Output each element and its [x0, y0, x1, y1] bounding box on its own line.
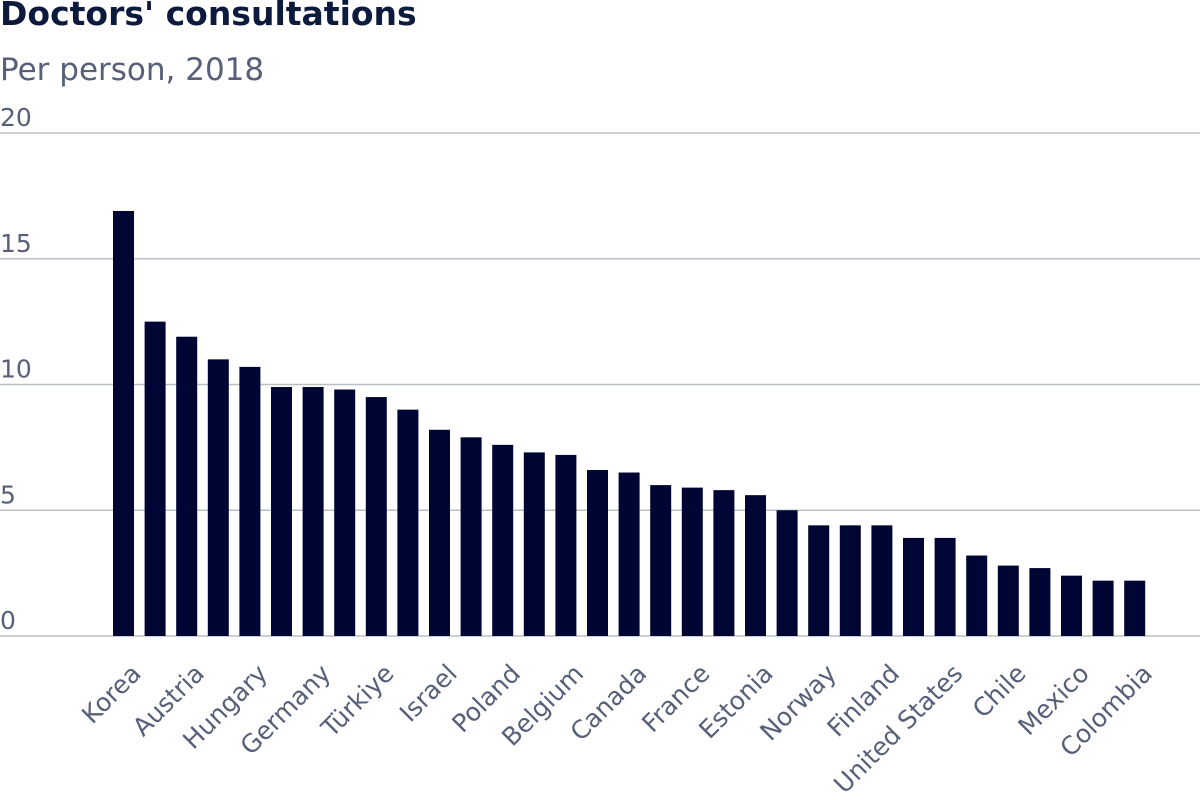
bar: [618, 472, 640, 636]
bar: [681, 487, 703, 636]
bar: [1061, 575, 1082, 636]
bar: [1124, 580, 1146, 636]
bar: [429, 429, 450, 636]
x-axis-labels: KoreaAustriaHungaryGermanyTürkiyeIsraelP…: [76, 659, 1158, 799]
bar: [903, 537, 924, 636]
bar: [934, 537, 956, 636]
bar: [302, 387, 324, 636]
bar: [113, 210, 134, 636]
y-tick-label: 0: [0, 606, 16, 635]
bar: [207, 359, 229, 636]
bar: [176, 336, 198, 636]
bar: [839, 525, 861, 636]
bar: [966, 555, 988, 636]
bar: [713, 490, 735, 636]
y-tick-label: 5: [0, 480, 16, 509]
y-tick-label: 20: [0, 103, 32, 132]
bar: [492, 444, 514, 636]
bars: [113, 210, 1146, 636]
bar: [271, 387, 292, 636]
bar: [776, 510, 798, 636]
bar: [650, 485, 672, 636]
chart-title: Doctors' consultations: [0, 0, 417, 33]
bar: [555, 454, 577, 636]
bar: [808, 525, 830, 636]
y-tick-label: 10: [0, 355, 32, 384]
y-axis-ticks: 0 5 10 15 20: [0, 103, 32, 635]
bar: [871, 525, 893, 636]
bar: [365, 397, 387, 636]
bar: [523, 452, 545, 636]
bar: [1029, 568, 1051, 636]
bar: [745, 495, 766, 636]
bar: [997, 565, 1019, 636]
bar: [144, 321, 166, 636]
bar: [460, 437, 482, 636]
bar: [334, 389, 356, 636]
bar: [1092, 580, 1114, 636]
bar: [239, 366, 261, 636]
bar: [587, 470, 608, 636]
chart-subtitle: Per person, 2018: [0, 52, 265, 88]
y-tick-label: 15: [0, 229, 32, 258]
bar: [397, 409, 419, 636]
